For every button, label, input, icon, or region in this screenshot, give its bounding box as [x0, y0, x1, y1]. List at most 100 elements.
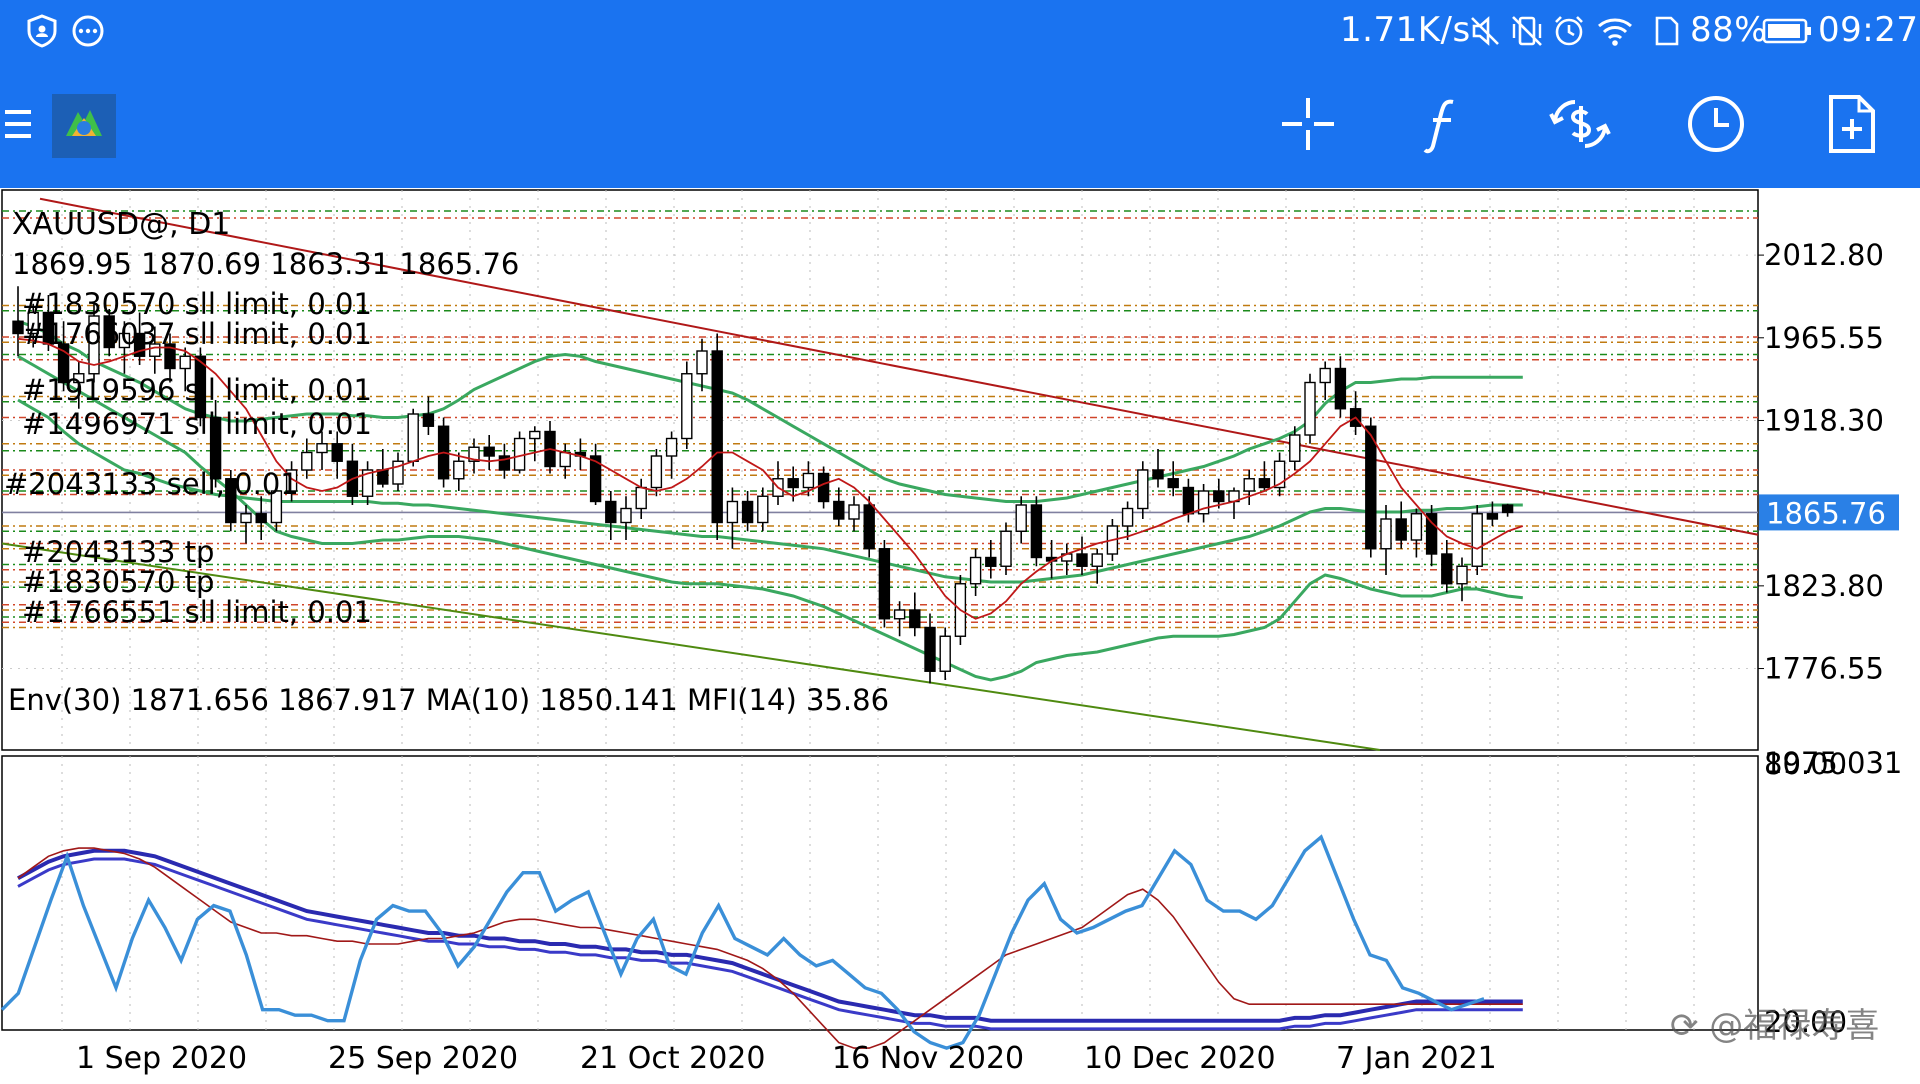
time-axis: 1 Sep 2020 25 Sep 2020 21 Oct 2020 16 Nov 2…: [76, 1041, 1497, 1076]
env-lower-line: [17, 857, 1523, 1031]
candle-bull: [1091, 553, 1103, 567]
candle-bear: [57, 343, 70, 384]
candle-bear: [817, 472, 830, 503]
candle-bear: [422, 413, 435, 427]
time-tick-label: 16 Nov 2020: [832, 1041, 1024, 1076]
alarm-icon: [1552, 14, 1586, 52]
indicator-layer: 80.00 20.00: [0, 747, 1847, 1050]
order-label: #1496971 sll limit, 0.01: [22, 407, 372, 441]
ma-line-layer: [17, 337, 1524, 620]
candle-bear: [194, 355, 207, 419]
candle-bear: [924, 626, 936, 672]
battery-percent: 88%: [1690, 10, 1768, 50]
support-trendline: [1, 542, 1381, 751]
candle-bear: [483, 446, 495, 457]
candle-bear: [498, 455, 511, 471]
order-label: #1830570 sll limit, 0.01: [22, 287, 372, 321]
candle-bear: [255, 513, 267, 524]
candle-bull: [513, 437, 526, 471]
app-logo-button[interactable]: [52, 94, 116, 158]
candle-bear: [1076, 553, 1088, 567]
candle-bull: [270, 490, 283, 524]
candle-bear: [1182, 486, 1195, 515]
new-order-button[interactable]: [1812, 90, 1892, 162]
metatrader-logo-icon: [58, 98, 110, 154]
vibrate-off-icon: [1510, 14, 1544, 52]
crosshair-button[interactable]: [1268, 90, 1348, 162]
candle-bull: [893, 609, 906, 620]
candle-bear: [1152, 469, 1164, 480]
candle-bull: [468, 446, 480, 462]
candle-bull: [848, 504, 860, 520]
candle-bear: [711, 350, 723, 524]
indicator-tick-label: 20.00: [1764, 1005, 1847, 1039]
envelope-bands-layer: [17, 319, 1523, 682]
candle-bear: [331, 443, 343, 462]
candle-bear: [741, 500, 754, 524]
indicator-overlay-value: 1975.031: [1764, 746, 1902, 780]
candle-bull: [453, 460, 465, 480]
indicator-tick-label: 80.00: [1764, 747, 1847, 781]
candle-bear: [225, 478, 237, 524]
shield-icon: [24, 13, 60, 53]
middle-band-line: [17, 398, 1523, 584]
candle-bull: [1471, 513, 1483, 567]
function-icon: [1419, 94, 1469, 158]
order-label: #1830570 tp: [22, 565, 214, 599]
candle-bear: [1441, 553, 1453, 585]
candle-bull: [1380, 518, 1392, 550]
clock-icon: [1685, 93, 1747, 159]
candle-bear: [605, 500, 617, 524]
timeframe-button[interactable]: [1676, 90, 1756, 162]
candle-bull: [1456, 565, 1468, 585]
candle-bull: [407, 413, 419, 462]
candle-bull: [1121, 507, 1134, 527]
candle-bull: [1137, 469, 1149, 510]
candle-bear: [589, 455, 602, 503]
order-label: #1766037 sll limit, 0.01: [22, 317, 372, 351]
symbol-title: XAUUSD@, D1: [12, 207, 230, 242]
candle-bull: [118, 332, 131, 349]
candle-bull: [1243, 478, 1255, 492]
candle-bull: [1304, 381, 1316, 436]
candle-bull: [316, 443, 328, 454]
indicators-button[interactable]: [1404, 90, 1484, 162]
candle-bear: [1486, 513, 1499, 520]
battery-icon: [1762, 17, 1812, 49]
candle-bear: [164, 343, 176, 370]
candle-bear: [863, 504, 875, 550]
env-upper-line: [17, 848, 1523, 1023]
candle-bear: [1395, 518, 1407, 541]
indicator-readout: Env(30) 1871.656 1867.917 MA(10) 1850.14…: [8, 683, 889, 717]
current-price-label: 1865.76: [1766, 496, 1886, 530]
candle-bear: [103, 315, 115, 349]
candle-bull: [620, 507, 632, 524]
candle-bear: [209, 416, 222, 480]
candle-bull: [559, 451, 571, 468]
candle-bear: [1425, 513, 1438, 555]
menu-button[interactable]: [0, 90, 40, 162]
candle-bear: [377, 469, 389, 485]
mfi-line: [0, 834, 1485, 1050]
order-labels-layer: #1830570 sll limit, 0.01#1766037 sll lim…: [4, 287, 372, 629]
candle-bull: [1289, 434, 1301, 462]
app-toolbar: [0, 62, 1920, 188]
trade-dollar-icon: [1545, 94, 1615, 158]
upper-band-line: [17, 319, 1523, 503]
indicator-frame: [1, 755, 1759, 1031]
candle-bull: [665, 437, 678, 457]
new-document-icon: [1825, 93, 1879, 159]
trade-button[interactable]: [1540, 90, 1620, 162]
candle-bear: [985, 556, 997, 567]
price-tick-label: 1965.55: [1764, 321, 1884, 355]
status-bar: 1.71K/s 88% 09:27: [0, 0, 1920, 62]
chart-area[interactable]: #1830570 sll limit, 0.01 #1766037 sll lim…: [0, 188, 1920, 1080]
wifi-icon: [1596, 14, 1634, 52]
lower-band-line: [17, 354, 1523, 682]
candle-bear: [878, 548, 891, 620]
current-price-badge: [1759, 494, 1899, 531]
candle-bull: [635, 486, 647, 510]
candle-bear: [909, 609, 921, 629]
candle-bull: [1319, 367, 1331, 384]
chart-canvas[interactable]: #1830570 sll limit, 0.01#1766037 sll lim…: [0, 188, 1920, 1080]
